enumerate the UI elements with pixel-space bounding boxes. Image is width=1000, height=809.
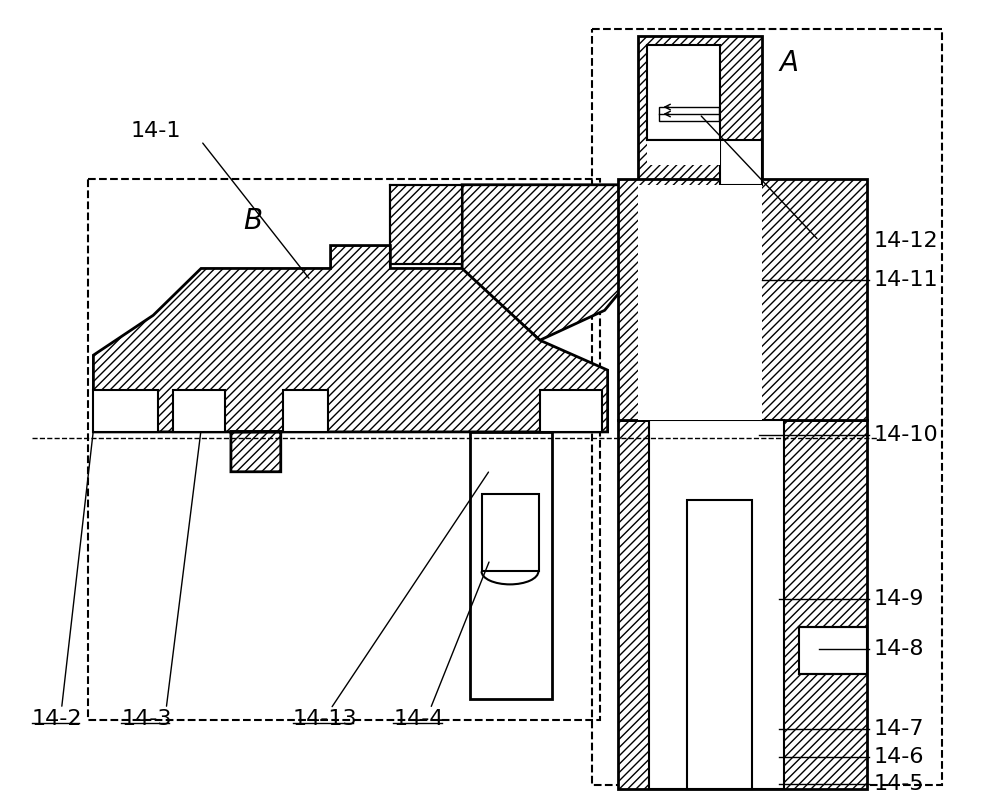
Bar xyxy=(470,432,552,699)
Bar xyxy=(618,179,867,420)
Text: A: A xyxy=(780,49,799,77)
Text: 14-11: 14-11 xyxy=(874,270,938,290)
Polygon shape xyxy=(93,246,608,472)
Text: 14-2: 14-2 xyxy=(32,709,82,729)
Bar xyxy=(659,107,719,121)
Bar xyxy=(390,184,462,265)
Bar xyxy=(88,179,600,720)
Bar xyxy=(647,45,720,140)
Bar xyxy=(638,184,762,420)
Text: 14-6: 14-6 xyxy=(874,747,924,767)
Polygon shape xyxy=(618,420,867,789)
Text: 14-12: 14-12 xyxy=(874,231,938,251)
Text: 14-13: 14-13 xyxy=(293,709,357,729)
Bar xyxy=(173,390,225,432)
Bar xyxy=(720,140,762,184)
Bar xyxy=(687,500,752,789)
Text: 14-8: 14-8 xyxy=(874,639,924,659)
Text: 14-9: 14-9 xyxy=(874,589,924,609)
Text: 14-10: 14-10 xyxy=(874,425,938,445)
Bar xyxy=(482,493,539,571)
Text: 14-1: 14-1 xyxy=(131,121,181,141)
Polygon shape xyxy=(462,184,638,341)
Text: 14-7: 14-7 xyxy=(874,719,924,739)
Text: 14-3: 14-3 xyxy=(121,709,172,729)
Bar xyxy=(647,140,720,165)
Text: B: B xyxy=(243,206,262,235)
Polygon shape xyxy=(638,36,762,420)
Bar xyxy=(283,390,328,432)
Bar xyxy=(93,390,158,432)
Text: 14-4: 14-4 xyxy=(393,709,444,729)
Text: 14-5: 14-5 xyxy=(874,773,924,794)
Bar xyxy=(592,29,942,785)
Bar xyxy=(649,420,784,789)
Bar xyxy=(540,390,602,432)
Bar xyxy=(799,627,867,674)
